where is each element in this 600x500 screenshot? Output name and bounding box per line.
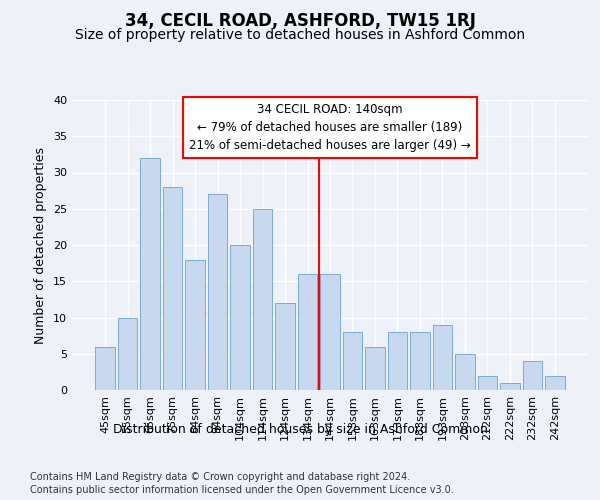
Text: Size of property relative to detached houses in Ashford Common: Size of property relative to detached ho… <box>75 28 525 42</box>
Bar <box>478 376 497 390</box>
Bar <box>433 325 452 390</box>
Bar <box>253 209 272 390</box>
Bar <box>455 354 475 390</box>
Bar <box>545 376 565 390</box>
Text: Contains public sector information licensed under the Open Government Licence v3: Contains public sector information licen… <box>30 485 454 495</box>
Text: Contains HM Land Registry data © Crown copyright and database right 2024.: Contains HM Land Registry data © Crown c… <box>30 472 410 482</box>
Bar <box>230 245 250 390</box>
Bar <box>320 274 340 390</box>
Bar <box>275 303 295 390</box>
Text: Distribution of detached houses by size in Ashford Common: Distribution of detached houses by size … <box>113 422 487 436</box>
Bar <box>343 332 362 390</box>
Bar <box>185 260 205 390</box>
Bar <box>163 187 182 390</box>
Bar <box>523 361 542 390</box>
Y-axis label: Number of detached properties: Number of detached properties <box>34 146 47 344</box>
Bar <box>365 346 385 390</box>
Text: 34 CECIL ROAD: 140sqm
← 79% of detached houses are smaller (189)
21% of semi-det: 34 CECIL ROAD: 140sqm ← 79% of detached … <box>189 103 471 152</box>
Bar <box>388 332 407 390</box>
Text: 34, CECIL ROAD, ASHFORD, TW15 1RJ: 34, CECIL ROAD, ASHFORD, TW15 1RJ <box>125 12 475 30</box>
Bar <box>500 383 520 390</box>
Bar <box>410 332 430 390</box>
Bar <box>118 318 137 390</box>
Bar <box>140 158 160 390</box>
Bar <box>95 346 115 390</box>
Bar <box>208 194 227 390</box>
Bar <box>298 274 317 390</box>
